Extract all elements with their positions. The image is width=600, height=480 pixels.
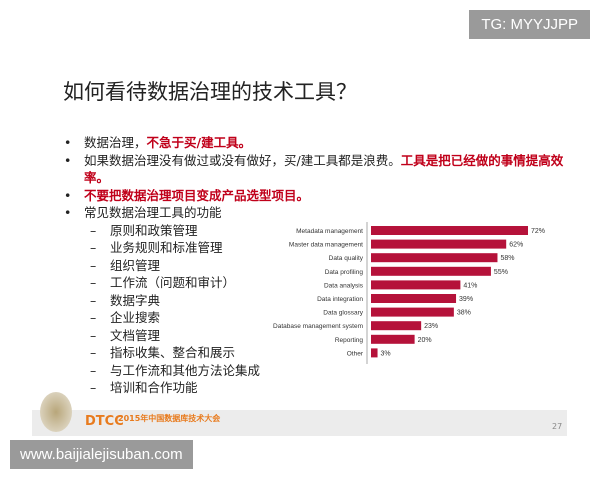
value-label: 41% bbox=[463, 282, 477, 289]
category-label: Data quality bbox=[329, 255, 364, 262]
sub-item: 与工作流和其他方法论集成 bbox=[60, 362, 564, 380]
category-label: Data integration bbox=[317, 296, 363, 303]
category-label: Database management system bbox=[273, 323, 363, 330]
sub-item: 指标收集、整合和展示 bbox=[60, 344, 564, 362]
bullet-text: 如果数据治理没有做过或没有做好，买/建工具都是浪费。 bbox=[84, 152, 401, 168]
bar bbox=[371, 294, 457, 303]
sub-item: 文档管理 bbox=[60, 327, 564, 345]
dtcc-logo bbox=[40, 392, 72, 432]
slide-title: 如何看待数据治理的技术工具？ bbox=[63, 80, 357, 104]
bullet-list: 数据治理，不急于买/建工具。如果数据治理没有做过或没有做好，买/建工具都是浪费。… bbox=[60, 134, 564, 397]
value-label: 38% bbox=[457, 310, 471, 317]
category-label: Reporting bbox=[335, 337, 364, 344]
bullet-text: 不急于买/建工具。 bbox=[146, 135, 252, 150]
category-label: Other bbox=[347, 350, 364, 357]
category-label: Data analysis bbox=[324, 282, 364, 289]
value-label: 72% bbox=[531, 228, 545, 235]
sub-item: 工作流（问题和审计） bbox=[60, 274, 564, 292]
bullet-item: 常见数据治理工具的功能 bbox=[60, 204, 564, 222]
value-label: 62% bbox=[509, 242, 523, 249]
value-label: 23% bbox=[424, 323, 438, 330]
bullet-item: 如果数据治理没有做过或没有做好，买/建工具都是浪费。工具是把已经做的事情提高效率… bbox=[60, 152, 564, 187]
sub-item: 培训和合作功能 bbox=[60, 379, 564, 397]
bar bbox=[371, 334, 415, 344]
bullet-item: 数据治理，不急于买/建工具。 bbox=[60, 134, 564, 152]
page-number: 27 bbox=[552, 422, 563, 431]
footer-bar bbox=[32, 410, 567, 436]
value-label: 3% bbox=[381, 350, 391, 357]
value-label: 58% bbox=[500, 255, 514, 262]
sub-item: 组织管理 bbox=[60, 257, 564, 275]
sub-item: 业务规则和标准管理 bbox=[60, 239, 564, 257]
bar bbox=[371, 321, 422, 331]
footer-conference: 2015年中国数据库技术大会 bbox=[118, 414, 221, 423]
bar bbox=[371, 253, 498, 263]
sub-item: 原则和政策管理 bbox=[60, 222, 564, 240]
watermark-bottom: www.baijialejisuban.com bbox=[10, 440, 193, 469]
bar bbox=[371, 266, 491, 276]
value-label: 20% bbox=[418, 337, 432, 344]
bar bbox=[371, 280, 461, 290]
sub-item: 数据字典 bbox=[60, 292, 564, 310]
bar bbox=[371, 307, 454, 317]
bullet-text: 不要把数据治理项目变成产品选型项目。 bbox=[84, 187, 310, 203]
value-label: 39% bbox=[459, 296, 473, 303]
sub-item: 企业搜索 bbox=[60, 309, 564, 327]
bar bbox=[371, 348, 378, 358]
bullet-text: 常见数据治理工具的功能 bbox=[84, 205, 222, 220]
value-label: 55% bbox=[494, 269, 508, 276]
category-label: Data glossary bbox=[323, 310, 363, 317]
bar bbox=[371, 226, 528, 235]
bullet-item: 不要把数据治理项目变成产品选型项目。 bbox=[60, 187, 564, 205]
category-label: Metadata management bbox=[296, 228, 363, 235]
category-label: Master data management bbox=[289, 242, 363, 249]
bullet-text: 数据治理， bbox=[84, 135, 147, 150]
bullet-text: 工具是把已经做的事情提高效率。 bbox=[84, 152, 564, 186]
footer-brand: DTCC bbox=[85, 414, 124, 429]
category-label: Data profiling bbox=[325, 269, 364, 276]
bar bbox=[371, 239, 507, 249]
watermark-top: TG: MYYJJPP bbox=[469, 10, 590, 39]
